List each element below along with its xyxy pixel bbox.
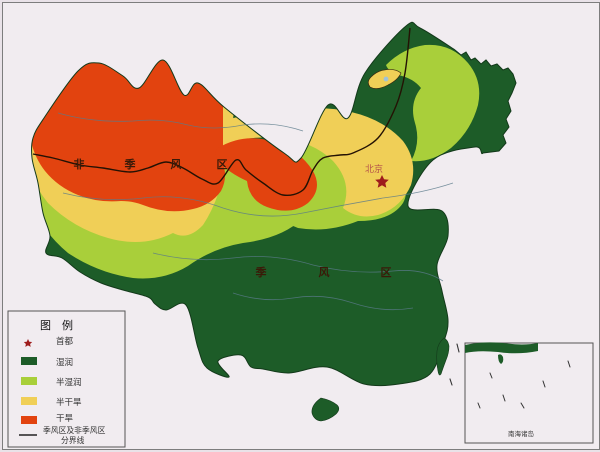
- svg-text:风: 风: [319, 265, 330, 279]
- svg-text:季风区及非季风区: 季风区及非季风区: [43, 425, 106, 435]
- svg-text:图 例: 图 例: [40, 318, 77, 332]
- svg-text:北京: 北京: [365, 163, 383, 174]
- svg-text:季: 季: [124, 157, 137, 171]
- svg-text:半干旱: 半干旱: [56, 397, 82, 407]
- svg-text:季: 季: [255, 265, 268, 279]
- svg-text:风: 风: [171, 157, 182, 171]
- svg-text:半湿润: 半湿润: [56, 377, 82, 387]
- svg-text:首都: 首都: [56, 336, 74, 346]
- svg-text:区: 区: [217, 158, 228, 171]
- svg-text:干旱: 干旱: [56, 413, 74, 423]
- svg-text:湿润: 湿润: [56, 357, 73, 367]
- svg-text:非: 非: [74, 157, 85, 171]
- svg-text:分界线: 分界线: [61, 435, 85, 445]
- svg-text:区: 区: [381, 266, 392, 279]
- svg-text:南海诸岛: 南海诸岛: [508, 429, 534, 438]
